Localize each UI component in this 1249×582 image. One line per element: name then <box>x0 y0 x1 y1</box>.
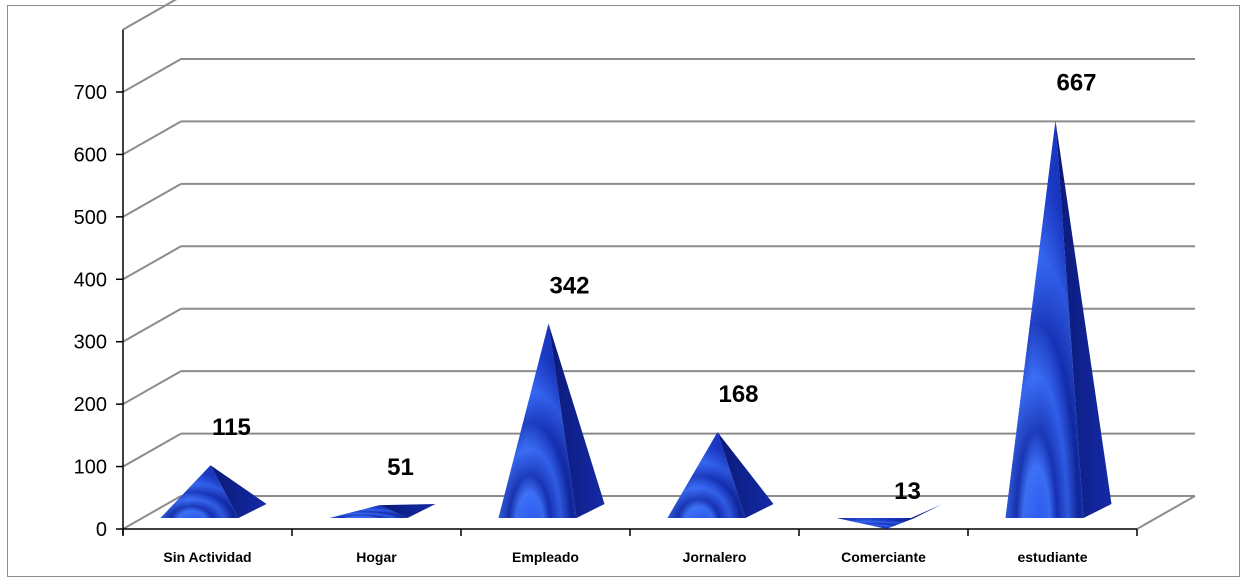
floor-edge <box>1136 495 1196 530</box>
x-tick-label: Jornalero <box>683 549 747 565</box>
x-tick-label: Hogar <box>356 549 397 565</box>
x-tick-label: Comerciante <box>841 549 926 565</box>
pyramid-bar <box>836 504 943 529</box>
pyramid-front-shading <box>1005 120 1084 518</box>
y-tick-label: 0 <box>96 519 107 541</box>
y-tick-label: 700 <box>74 82 107 104</box>
y-tick-label: 600 <box>74 144 107 166</box>
x-tick-label: estudiante <box>1017 549 1087 565</box>
y-tick-label: 200 <box>74 394 107 416</box>
bars <box>160 120 1112 529</box>
data-label: 342 <box>549 272 589 299</box>
x-tick-label: Empleado <box>512 549 579 565</box>
pyramid-bar <box>1005 120 1112 518</box>
pyramid-front-shading <box>667 432 746 518</box>
gridline-diagonal <box>122 432 182 468</box>
data-label: 168 <box>718 381 758 408</box>
data-label: 51 <box>387 454 414 481</box>
pyramid-bar <box>160 465 267 518</box>
gridline-diagonal <box>122 307 182 343</box>
gridline-diagonal <box>122 0 177 31</box>
gridline-diagonal <box>122 245 182 281</box>
x-tick-label: Sin Actividad <box>163 549 251 565</box>
y-tick-label: 300 <box>74 332 107 354</box>
gridline-diagonal <box>122 120 182 156</box>
pyramid-front-shading <box>329 505 408 518</box>
data-label: 667 <box>1056 70 1096 97</box>
pyramid-side-face <box>548 323 605 518</box>
gridline-diagonal <box>122 370 182 406</box>
data-label: 13 <box>894 478 921 505</box>
y-tick-label: 400 <box>74 269 107 291</box>
y-tick-label: 500 <box>74 207 107 229</box>
gridline-diagonal <box>122 58 182 93</box>
pyramid-side-face <box>379 504 436 518</box>
data-label: 115 <box>212 414 251 441</box>
pyramid-front-shading <box>498 323 577 518</box>
y-tick-label: 100 <box>74 457 107 479</box>
pyramid-bar <box>498 323 605 518</box>
pyramid-bar <box>667 432 774 518</box>
pyramid-side-face <box>717 432 774 518</box>
pyramid-front-shading <box>160 465 239 518</box>
pyramid-bar <box>329 504 436 518</box>
pyramid-side-face <box>1055 120 1112 518</box>
gridline-diagonal <box>122 495 182 530</box>
gridline-diagonal <box>122 182 182 218</box>
pyramid-front-shading <box>836 518 915 529</box>
data-labels: 115 51 342 168 13 667 <box>212 70 1096 505</box>
pyramid-side-face <box>210 465 267 518</box>
axes: 0 100 200 300 400 500 600 700 Sin Actividad Hogar… <box>74 29 1196 565</box>
